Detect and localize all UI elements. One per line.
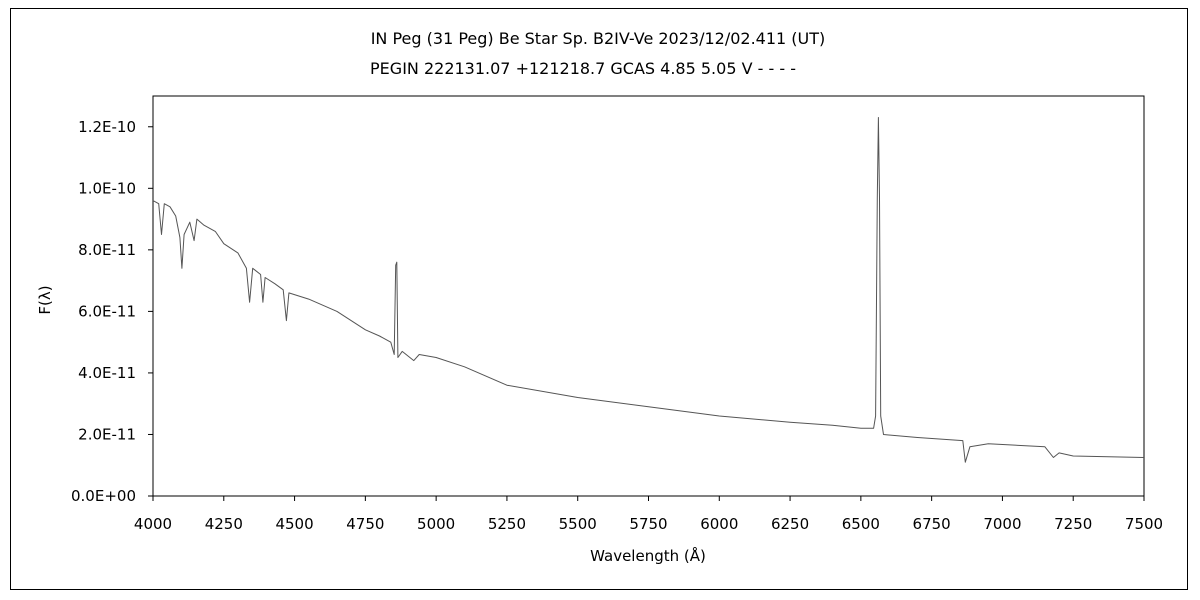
x-tick-label: 5500 xyxy=(559,515,597,533)
x-tick-label: 6000 xyxy=(700,515,738,533)
x-tick-label: 5250 xyxy=(488,515,526,533)
plot-area xyxy=(152,95,1145,497)
x-tick-label: 6500 xyxy=(842,515,880,533)
x-tick-label: 6750 xyxy=(913,515,951,533)
y-tick-label: 4.0E-11 xyxy=(78,364,136,382)
x-tick-label: 4500 xyxy=(275,515,313,533)
y-tick-label: 1.2E-10 xyxy=(78,118,136,136)
y-tick-label: 6.0E-11 xyxy=(78,302,136,320)
x-tick-label: 7250 xyxy=(1054,515,1092,533)
y-tick-label: 0.0E+00 xyxy=(71,487,136,505)
chart-frame xyxy=(10,8,1188,590)
x-tick-label: 4250 xyxy=(205,515,243,533)
series-group xyxy=(152,117,1145,463)
chart-title: IN Peg (31 Peg) Be Star Sp. B2IV-Ve 2023… xyxy=(371,29,826,48)
x-axis-label: Wavelength (Å) xyxy=(590,546,706,565)
y-tick-label: 1.0E-10 xyxy=(78,179,136,197)
y-tick-label: 2.0E-11 xyxy=(78,425,136,443)
x-tick-label: 7500 xyxy=(1125,515,1163,533)
y-axis: 0.0E+00 2.0E-11 4.0E-11 6.0E-11 8.0E-11 1.0E-… xyxy=(71,118,153,505)
x-tick-label: 6250 xyxy=(771,515,809,533)
chart-subtitle: PEGIN 222131.07 +121218.7 GCAS 4.85 5.05… xyxy=(370,59,796,78)
x-tick-label: 5750 xyxy=(629,515,667,533)
x-axis: 4000 4250 4500 4750 5000 5250 5500 5750 6000 6250… xyxy=(134,496,1163,533)
y-tick-label: 8.0E-11 xyxy=(78,241,136,259)
x-tick-label: 7000 xyxy=(983,515,1021,533)
x-tick-label: 4000 xyxy=(134,515,172,533)
x-tick-label: 5000 xyxy=(417,515,455,533)
y-axis-label: F(λ) xyxy=(36,285,54,314)
spectrum-line xyxy=(152,117,1145,463)
x-tick-label: 4750 xyxy=(346,515,384,533)
